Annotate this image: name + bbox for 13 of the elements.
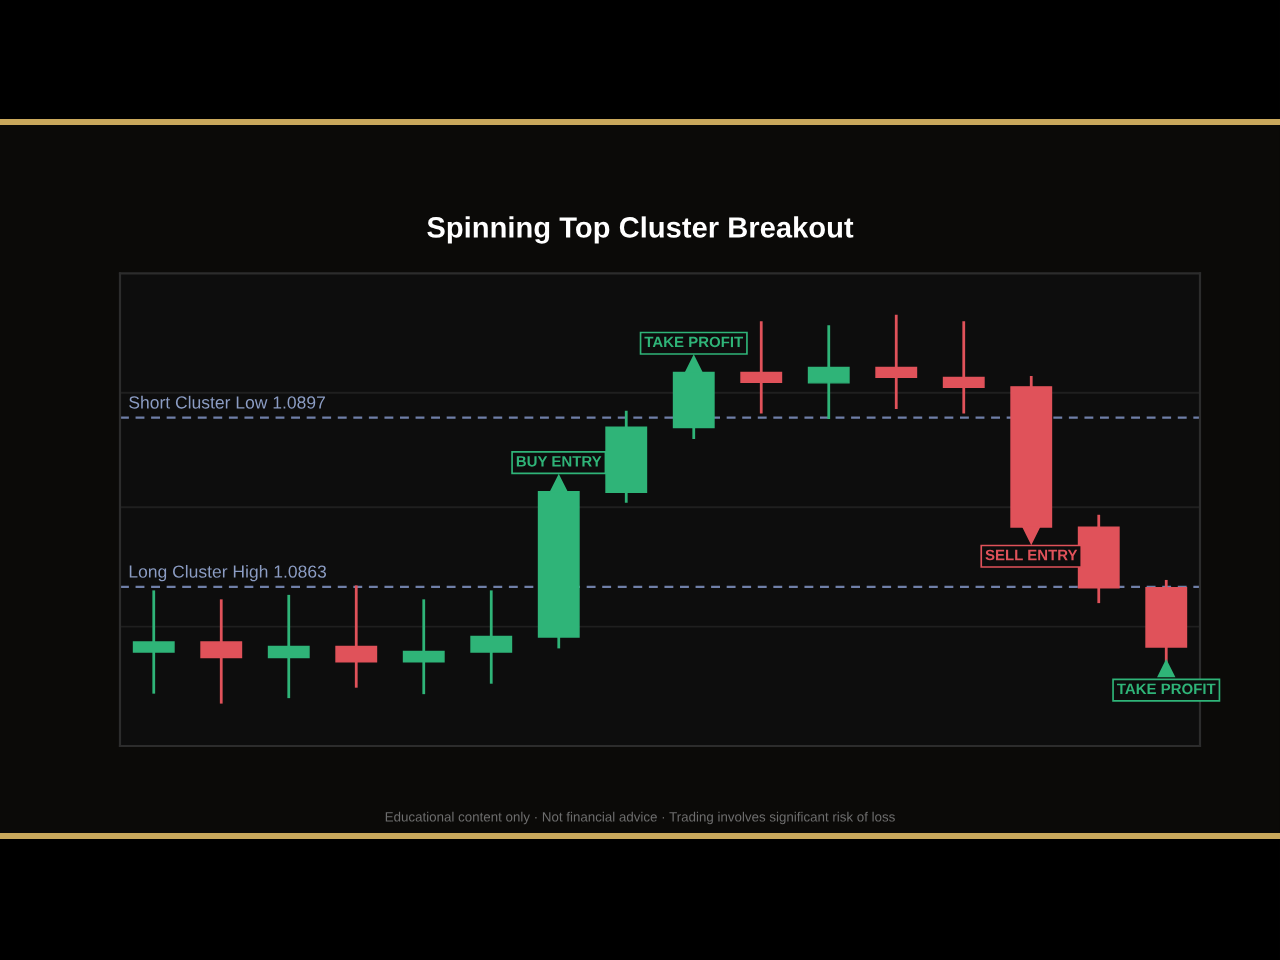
candlestick	[807, 325, 850, 420]
candlestick	[942, 321, 985, 414]
candlestick	[267, 594, 310, 699]
candlestick	[335, 585, 378, 688]
candlestick	[875, 314, 918, 410]
ref-line-label: Short Cluster Low 1.0897	[129, 395, 325, 409]
candlestick	[132, 590, 175, 694]
candlestick	[740, 321, 783, 414]
candlestick	[470, 590, 513, 684]
candlestick	[200, 599, 243, 704]
chart-title: Spinning Top Cluster Breakout	[427, 216, 854, 244]
ref-line-label: Long Cluster High 1.0863	[129, 564, 327, 582]
candlestick	[402, 599, 445, 695]
